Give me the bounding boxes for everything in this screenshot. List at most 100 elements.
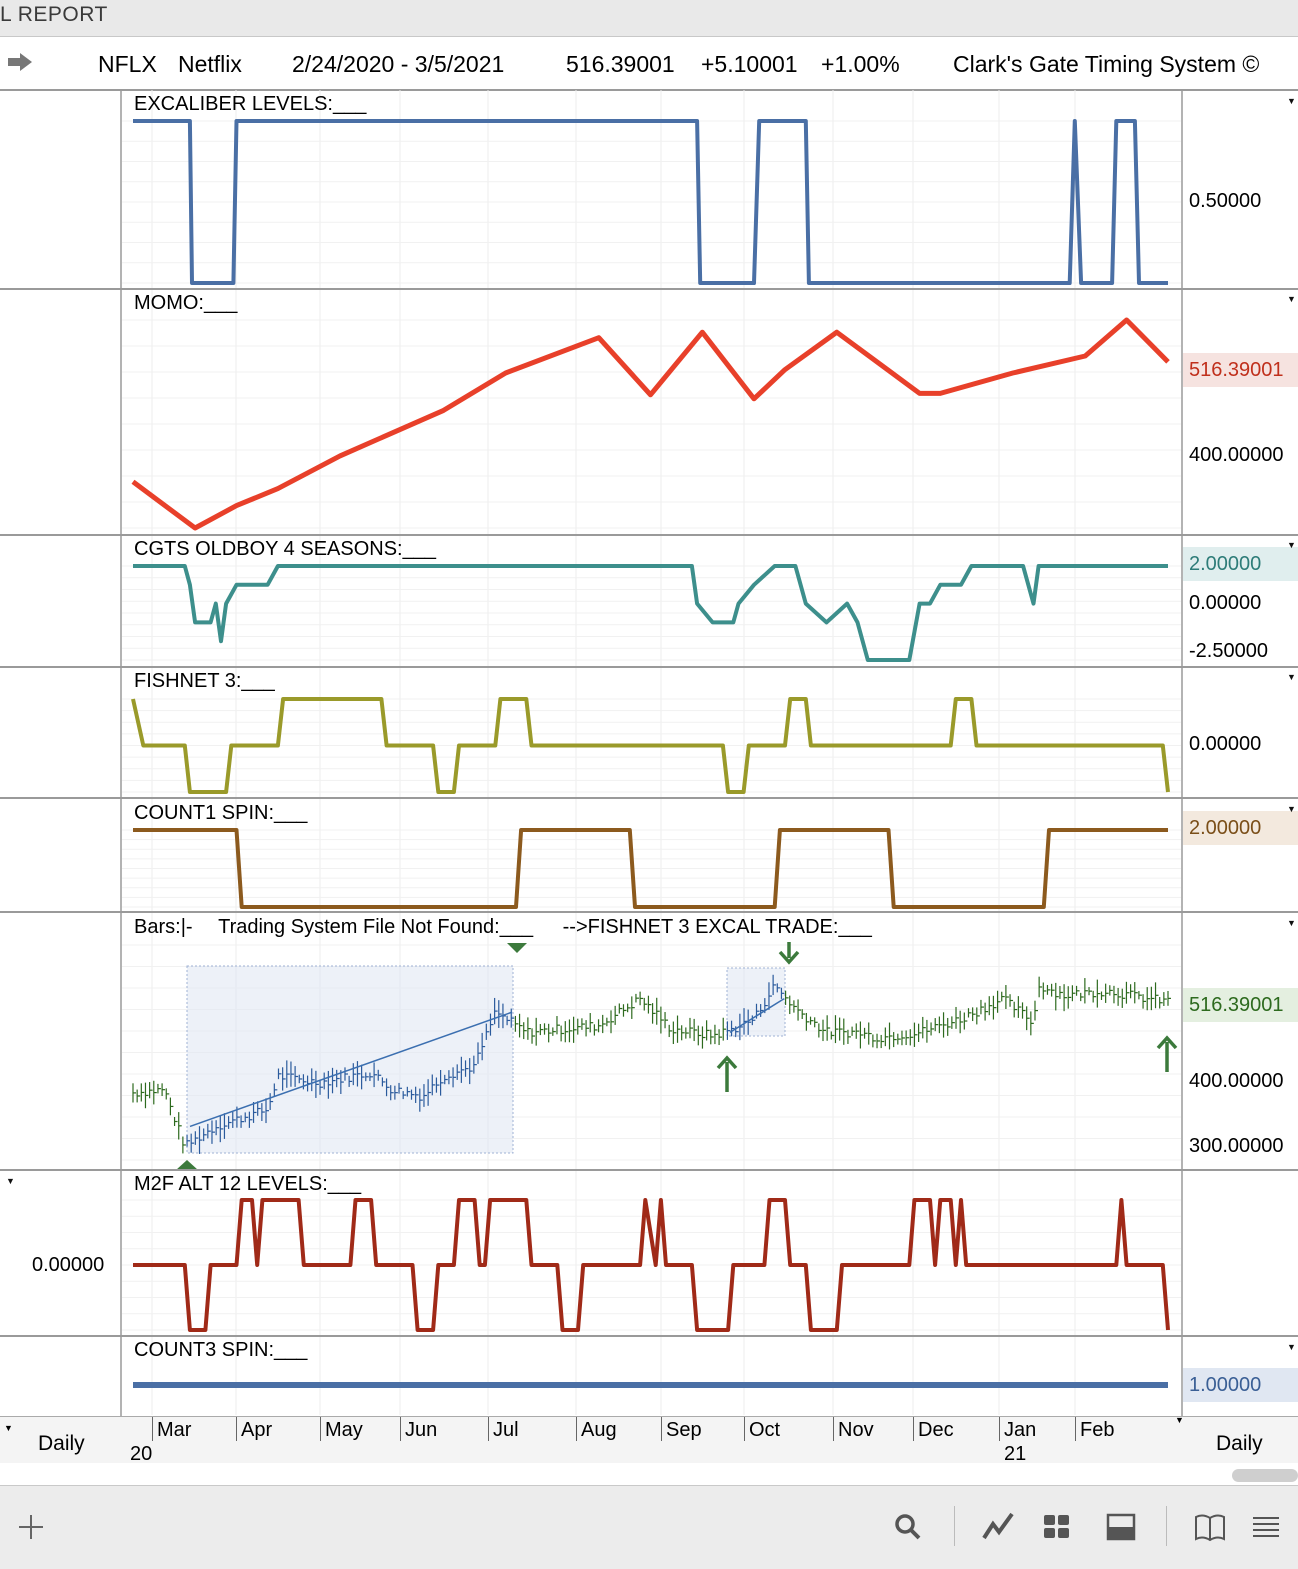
month-tick [744,1417,745,1441]
fishnet-panel-title[interactable]: FISHNET 3:___ [134,670,275,692]
date-range: 2/24/2020 - 3/5/2021 [292,51,505,77]
panel-divider[interactable] [0,911,1298,913]
month-label: Jul [493,1419,519,1441]
bars-value-badge: 516.39001 [1183,988,1298,1022]
system-name: Clark's Gate Timing System © [953,51,1260,77]
excaliber-axis-label: 0.50000 [1189,190,1262,212]
oldboy-axis-label: -2.50000 [1189,640,1268,662]
month-label: Mar [157,1419,192,1441]
momo-series-line [131,317,1170,531]
panel-divider[interactable] [0,666,1298,668]
month-tick [913,1417,914,1441]
period-menu-icon[interactable]: ▼ [4,1423,13,1433]
oldboy-series-line [133,564,1168,662]
period-right[interactable]: Daily [1216,1432,1263,1455]
menu-icon[interactable] [1251,1514,1281,1540]
gridlines [122,90,1181,1415]
month-label: Dec [918,1419,954,1441]
month-label: Oct [749,1419,781,1441]
panel-menu-icon[interactable]: ▼ [6,1176,15,1186]
horizontal-scrollbar[interactable] [1232,1469,1298,1482]
month-label: Nov [838,1419,874,1441]
month-label: Feb [1080,1419,1115,1441]
panel-divider[interactable] [0,534,1298,536]
fishnet-trade-label: -->FISHNET 3 EXCAL TRADE:___ [562,916,872,938]
m2f-axis-label: 0.00000 [32,1254,105,1276]
month-label: May [325,1419,363,1441]
chart-line-icon[interactable] [981,1510,1015,1544]
sell-signal-icon [507,943,527,953]
m2f-series-line [133,1198,1170,1332]
panel-menu-icon[interactable]: ▼ [1287,96,1296,106]
month-tick [661,1417,662,1441]
last-price: 516.39001 [566,51,675,77]
grid-icon[interactable] [1042,1512,1072,1542]
trading-system-label: Trading System File Not Found:___ [218,916,534,938]
month-tick [1075,1417,1076,1441]
window-title: L REPORT [0,3,108,26]
excaliber-series-line [133,119,1168,285]
m2f-panel-title[interactable]: M2F ALT 12 LEVELS:___ [134,1173,362,1195]
excaliber-panel-title[interactable]: EXCALIBER LEVELS:___ [134,93,367,115]
month-label: Aug [581,1419,617,1441]
count1-series-line [133,828,1168,909]
month-tick [999,1417,1000,1441]
bars-label: Bars: [134,916,181,938]
oldboy-value-badge: 2.00000 [1183,547,1298,581]
panel-menu-icon[interactable]: ▼ [1287,540,1296,550]
regression-line [189,1011,513,1128]
window-titlebar: L REPORT [0,0,1298,37]
fishnet-series-line [131,697,1170,794]
month-tick [576,1417,577,1441]
oldboy-axis-label: 0.00000 [1189,592,1262,614]
month-tick [833,1417,834,1441]
momo-value-badge: 516.39001 [1183,353,1298,387]
trade-range-box [726,967,786,1037]
panel-divider[interactable] [0,288,1298,290]
count1-panel-title[interactable]: COUNT1 SPIN:___ [134,802,308,824]
trade-range-box [186,965,514,1154]
buy-arrow-icon [1156,1035,1178,1072]
bars-axis-label: 400.00000 [1189,1070,1284,1092]
bars-symbol: |- [180,916,193,938]
momo-panel-title[interactable]: MOMO:___ [134,292,238,314]
panel-menu-icon[interactable]: ▼ [1287,804,1296,814]
plus-icon[interactable] [16,1512,46,1542]
period-left[interactable]: Daily [38,1432,85,1455]
fishnet-axis-label: 0.00000 [1189,733,1262,755]
arrow-right-icon[interactable] [6,51,34,73]
chart-canvas[interactable] [0,0,1298,1416]
month-tick [152,1417,153,1441]
bottom-toolbar [0,1485,1298,1569]
search-icon[interactable] [893,1512,923,1542]
company-name: Netflix [178,51,242,77]
panel-divider[interactable] [0,1335,1298,1337]
momo-axis-label: 400.00000 [1189,444,1284,466]
period-menu-icon[interactable]: ▼ [1175,1415,1184,1425]
month-label: Apr [241,1419,273,1441]
panel-divider[interactable] [0,797,1298,799]
panel-menu-icon[interactable]: ▼ [1287,1342,1296,1352]
count3-panel-title[interactable]: COUNT3 SPIN:___ [134,1339,308,1361]
count3-value-badge: 1.00000 [1183,1368,1298,1402]
time-axis[interactable]: ▼ Daily Daily ▼ Mar Apr May Jun Jul Aug Sep Oct… [0,1415,1298,1465]
price-change: +5.10001 [701,51,798,77]
panel-divider[interactable] [0,1169,1298,1171]
month-tick [320,1417,321,1441]
count1-value-badge: 2.00000 [1183,811,1298,845]
panel-menu-icon[interactable]: ▼ [1287,294,1296,304]
price-change-pct: +1.00% [821,51,900,77]
buy-arrow-icon [716,1055,738,1092]
chart-overlays [132,942,1178,1170]
year-label: 21 [1004,1443,1027,1465]
month-label: Jun [405,1419,438,1441]
bars-panel-title[interactable]: Bars:|- Trading System File Not Found:__… [134,916,872,939]
book-icon[interactable] [1194,1512,1226,1542]
sell-arrow-icon [778,942,800,965]
panel-menu-icon[interactable]: ▼ [1287,918,1296,928]
oldboy-panel-title[interactable]: CGTS OLDBOY 4 SEASONS:___ [134,538,436,560]
series-lines [131,119,1170,1388]
panel-menu-icon[interactable]: ▼ [1287,672,1296,682]
panel-layout-icon[interactable] [1106,1512,1136,1542]
ticker-symbol[interactable]: NFLX [98,51,157,77]
